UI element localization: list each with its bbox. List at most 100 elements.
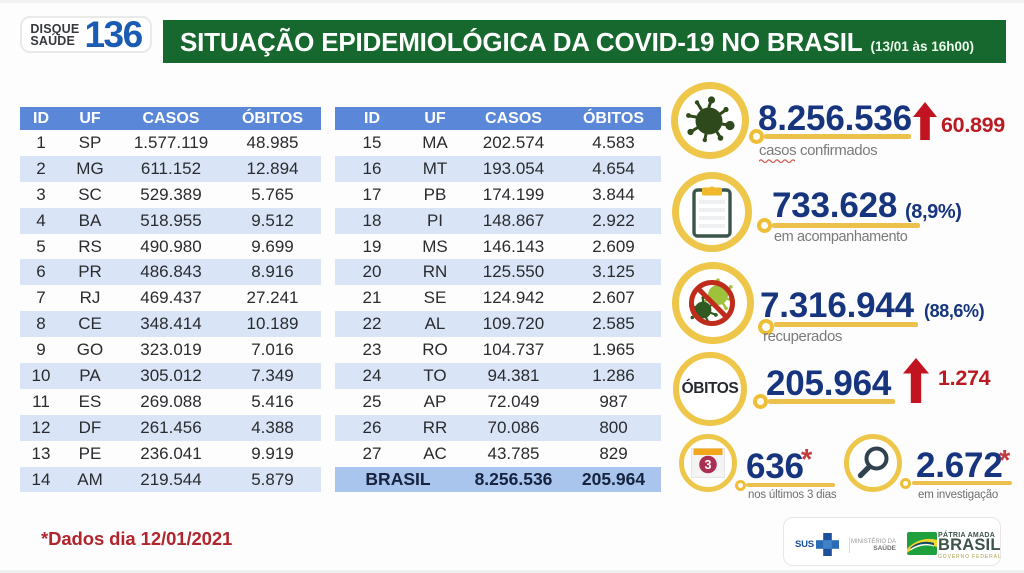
state-row: 8 CE 348.414 10.189 xyxy=(20,311,321,338)
confirmed-value: 8.256.536 xyxy=(758,99,912,138)
state-row: 27 AC 43.785 829 xyxy=(335,441,661,467)
state-cell: 125.550 xyxy=(461,259,566,286)
state-cell: 9 xyxy=(36,340,46,360)
state-cell: AM xyxy=(62,466,118,493)
state-cell: SP xyxy=(78,132,102,152)
state-cell: SC xyxy=(78,184,102,204)
asterisk: * xyxy=(999,445,1011,477)
state-cell: AL xyxy=(409,311,461,338)
column-header: ÓBITOS xyxy=(566,107,661,130)
state-cell: 21 xyxy=(362,288,382,308)
state-row: 21 SE 124.942 2.607 xyxy=(335,285,661,311)
state-cell: RN xyxy=(409,259,461,286)
investigation-value: 2.672 xyxy=(916,446,1003,485)
total-row: BRASIL 8.256.536 205.964 xyxy=(335,466,661,493)
deaths-value: 205.964 xyxy=(766,364,892,403)
state-cell: BA xyxy=(62,207,118,234)
state-cell: 109.720 xyxy=(461,311,566,338)
column-header: UF xyxy=(62,107,118,130)
state-cell: 7 xyxy=(36,288,46,308)
state-cell: PR xyxy=(62,259,118,286)
recovered-ring xyxy=(672,262,754,344)
state-cell: 174.199 xyxy=(482,184,545,204)
state-row: 11 ES 269.088 5.416 xyxy=(20,389,321,415)
state-row: 22 AL 109.720 2.585 xyxy=(335,311,661,338)
line-start-dot xyxy=(757,218,772,233)
recent-deaths-value: 636 xyxy=(746,447,804,486)
state-cell: 4 xyxy=(20,207,62,234)
state-cell: MT xyxy=(409,155,461,182)
state-cell: 5.416 xyxy=(251,391,294,411)
bottom-edge xyxy=(0,570,1024,573)
state-cell: 5.879 xyxy=(224,466,321,493)
title-banner: SITUAÇÃO EPIDEMIOLÓGICA DA COVID-19 NO B… xyxy=(163,20,1006,63)
state-cell: 13 xyxy=(31,443,51,463)
state-cell: 193.054 xyxy=(461,155,566,182)
states-table-right: ID UF CASOS ÓBITOS 15 MA 202.574 4.583 16 MT 193.… xyxy=(335,107,661,493)
state-cell: 9.699 xyxy=(251,236,294,256)
state-cell: 269.088 xyxy=(140,391,202,411)
data-date-footnote: *Dados dia 12/01/2021 xyxy=(41,528,233,549)
state-cell: 9.919 xyxy=(251,443,294,463)
state-cell: 469.437 xyxy=(140,288,202,308)
state-row: 4 BA 518.955 9.512 xyxy=(20,207,321,234)
state-row: 1 SP 1.577.119 48.985 xyxy=(20,130,321,156)
investigation-label: em investigação xyxy=(918,489,999,501)
state-cell: ES xyxy=(78,391,102,411)
states-table-left: ID UF CASOS ÓBITOS 1 SP 1.577.119 48.985 2 MG 611… xyxy=(20,107,321,493)
state-cell: 5 xyxy=(36,236,46,256)
state-cell: 2.922 xyxy=(566,207,661,234)
sus-cross-icon xyxy=(816,533,839,556)
state-cell: 219.544 xyxy=(118,466,224,493)
state-row: 12 DF 261.456 4.388 xyxy=(20,414,321,441)
state-row: 7 RJ 469.437 27.241 xyxy=(20,285,321,311)
state-cell: 20 xyxy=(335,259,409,286)
underline xyxy=(746,483,835,487)
state-cell: 70.086 xyxy=(461,414,566,441)
state-row: 16 MT 193.054 4.654 xyxy=(335,155,661,182)
patria-amada-label: PÁTRIA AMADA xyxy=(938,532,996,539)
state-cell: RO xyxy=(422,340,448,360)
state-cell: 27 xyxy=(362,443,382,463)
disque-saude-number: 136 xyxy=(84,13,143,55)
monitoring-value: 733.628 xyxy=(772,186,898,225)
state-cell: 104.737 xyxy=(482,340,545,360)
state-cell: 4.654 xyxy=(566,155,661,182)
state-cell: 261.456 xyxy=(118,414,224,441)
state-cell: 17 xyxy=(362,184,382,204)
line-start-dot xyxy=(900,478,911,489)
state-cell: 5.765 xyxy=(251,184,294,204)
state-cell: 72.049 xyxy=(487,391,540,411)
state-cell: 490.980 xyxy=(140,236,202,256)
state-cell: 8.916 xyxy=(224,259,321,286)
underline xyxy=(768,399,895,404)
state-row: 3 SC 529.389 5.765 xyxy=(20,182,321,208)
top-edge xyxy=(0,0,1024,3)
state-cell: 987 xyxy=(599,391,628,411)
state-cell: 800 xyxy=(566,414,661,441)
state-row: 26 RR 70.086 800 xyxy=(335,414,661,441)
footer-logos-card: SUS MINISTÉRIO DA SAÚDE PÁTRIA AMADA BRA… xyxy=(783,517,1001,566)
state-cell: GO xyxy=(76,340,104,360)
column-header: ID xyxy=(335,107,409,130)
state-cell: DF xyxy=(62,414,118,441)
confirmed-label-word2: confirmados xyxy=(799,142,878,159)
state-cell: 2.585 xyxy=(566,311,661,338)
confirmed-ring xyxy=(671,82,749,159)
state-row: 18 PI 148.867 2.922 xyxy=(335,207,661,234)
banner-datetime: (13/01 às 16h00) xyxy=(870,39,975,54)
state-cell: 146.143 xyxy=(482,236,545,256)
state-cell: 23 xyxy=(362,340,382,360)
disque-saude-label: DISQUE SAÚDE xyxy=(30,21,80,48)
state-cell: 11 xyxy=(32,391,50,411)
recent-deaths-ring: 3 xyxy=(679,434,737,492)
confirmed-label-word1: casos xyxy=(759,142,797,159)
brasil-label: BRASIL xyxy=(938,536,1001,554)
state-cell: 1 xyxy=(36,132,46,152)
svg-text:3: 3 xyxy=(705,458,712,472)
underline xyxy=(764,134,911,139)
deaths-ring: ÓBITOS xyxy=(673,352,747,426)
state-cell: 27.241 xyxy=(246,288,299,308)
state-cell: 3.125 xyxy=(566,259,661,286)
column-header: UF xyxy=(409,107,461,130)
